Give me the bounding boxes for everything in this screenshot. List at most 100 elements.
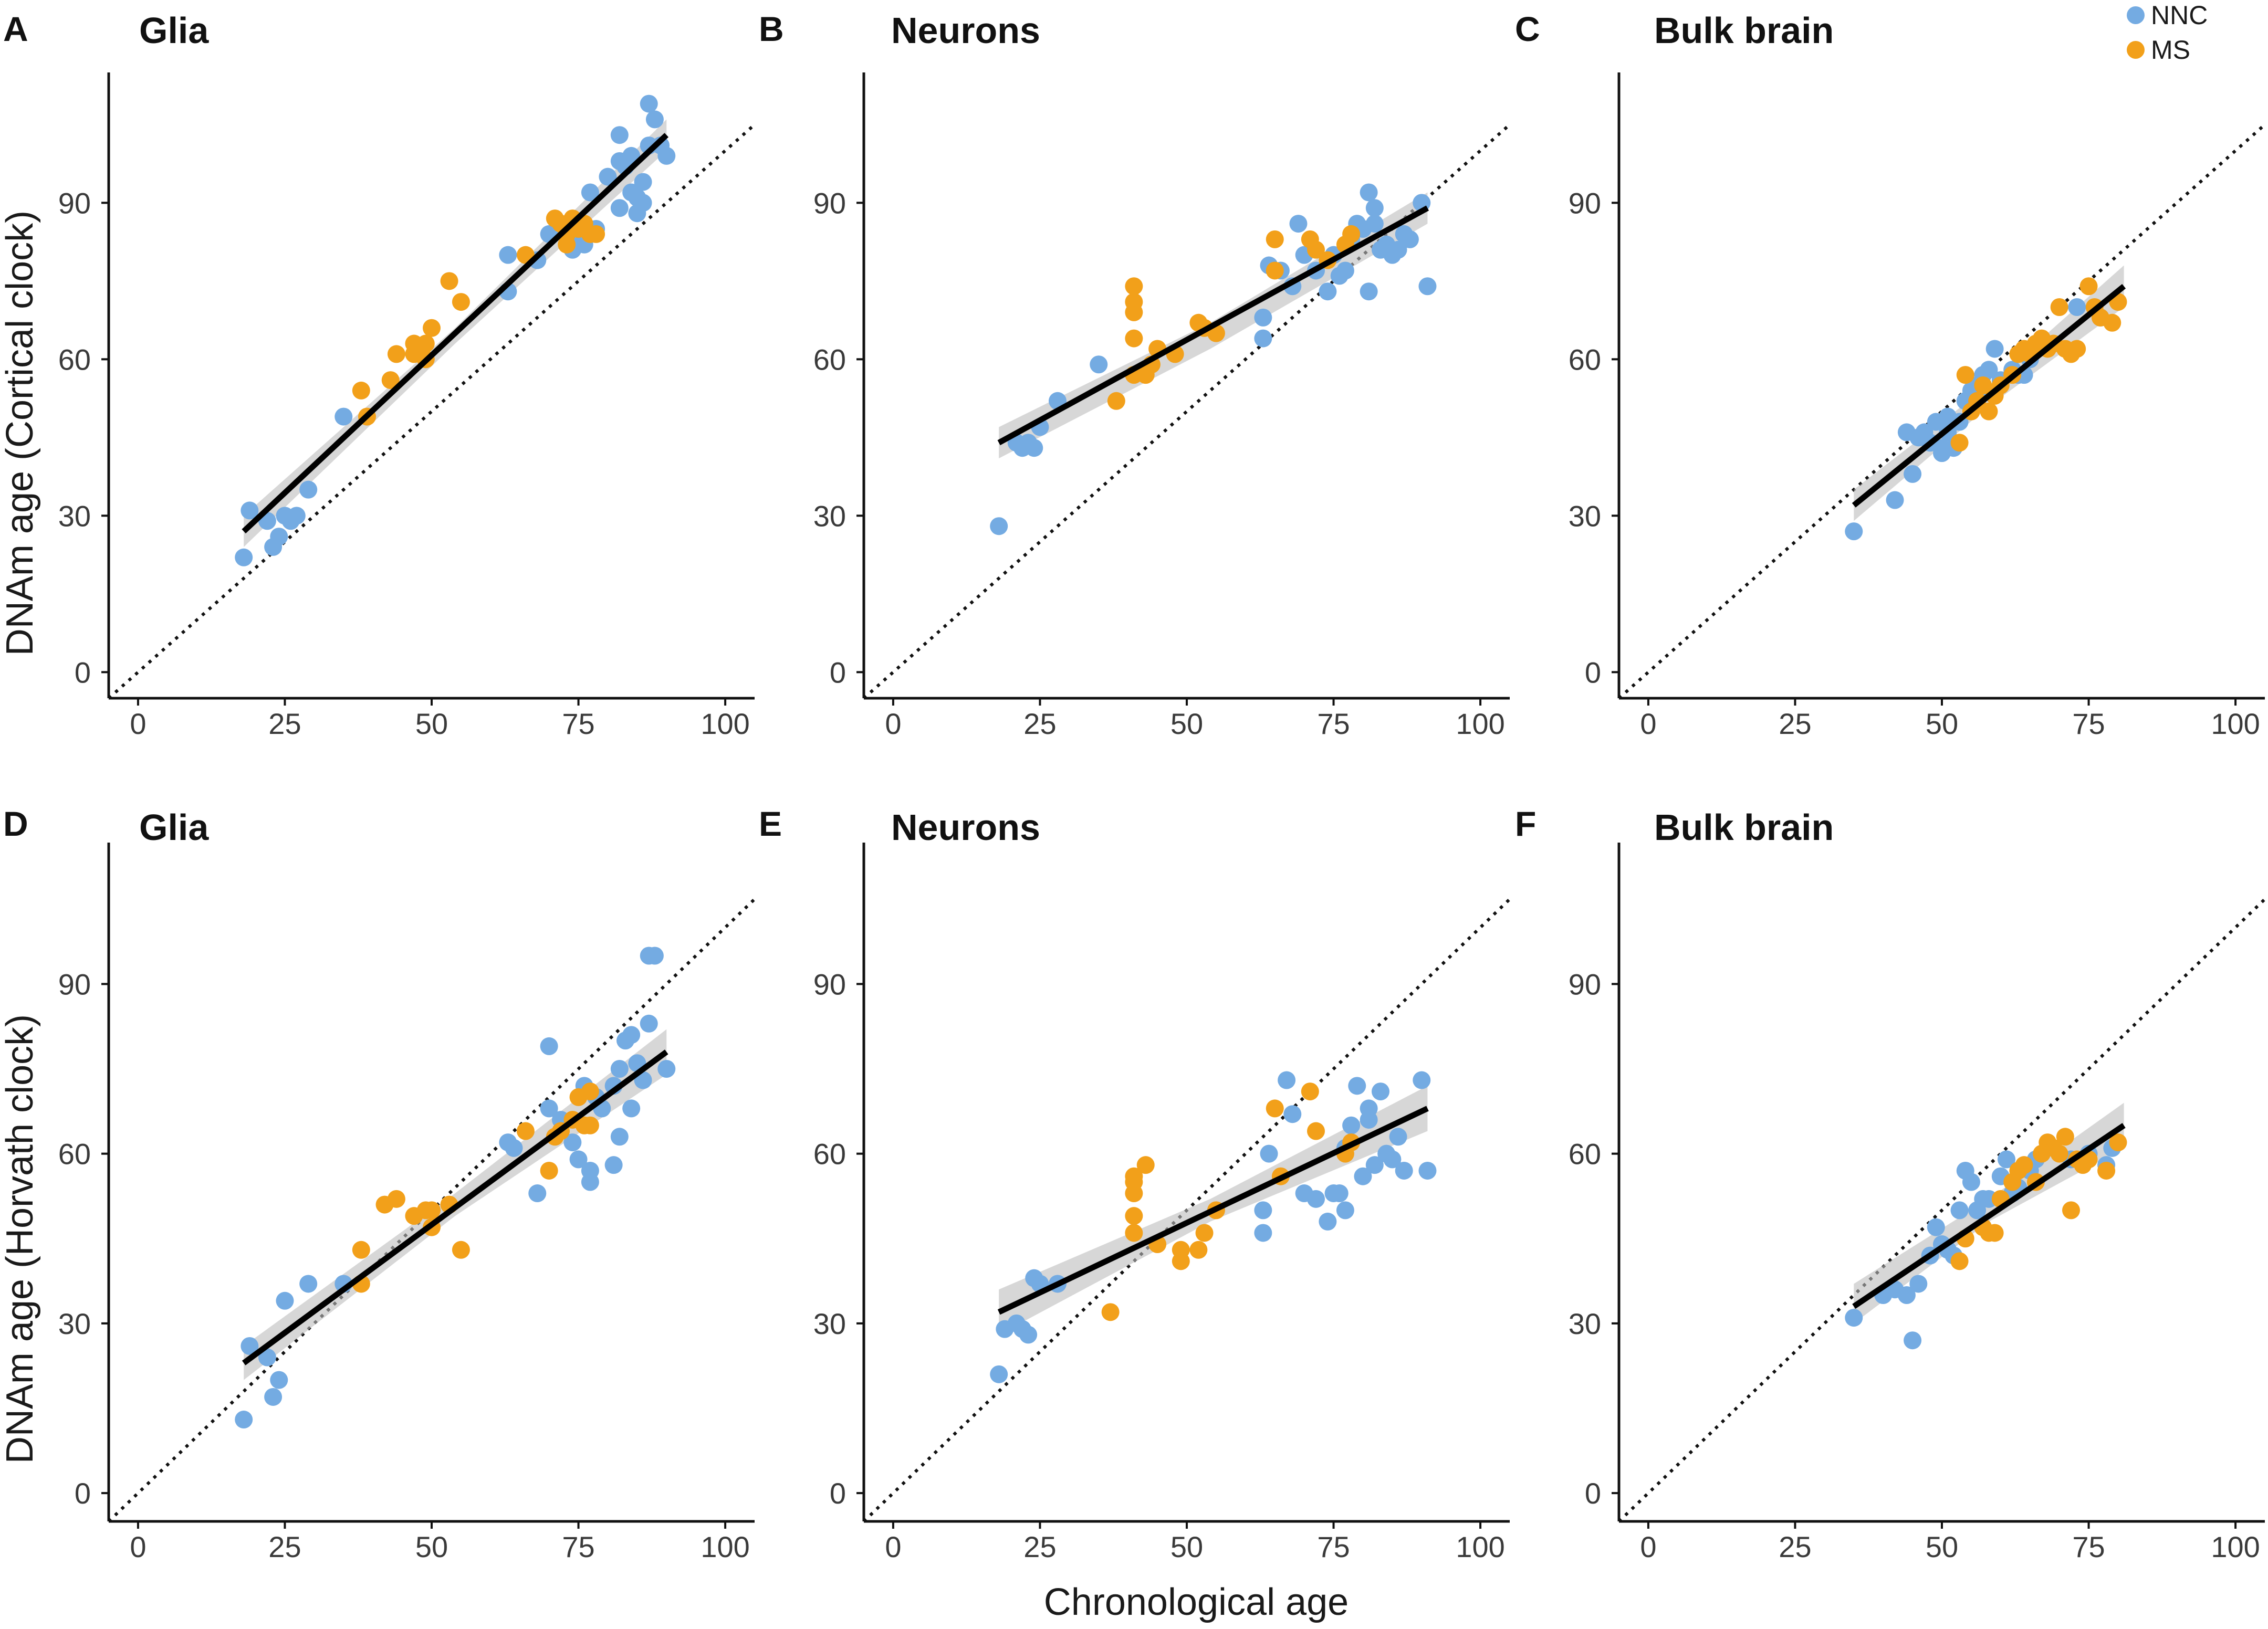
data-point-nnc xyxy=(276,1291,294,1310)
data-point-nnc xyxy=(1985,340,2004,358)
data-point-nnc xyxy=(287,507,306,525)
data-point-nnc xyxy=(604,1156,623,1174)
data-point-nnc xyxy=(1886,491,1904,509)
panel-f-letter: F xyxy=(1515,804,1536,843)
panel-b-identity-line xyxy=(863,123,1511,700)
y-tick-label: 60 xyxy=(813,343,846,376)
x-tick-label: 50 xyxy=(1170,707,1203,740)
x-tick-label: 75 xyxy=(1317,1530,1350,1563)
data-point-nnc xyxy=(1962,1173,1980,1191)
data-point-ms xyxy=(352,1241,370,1259)
data-point-nnc xyxy=(1278,1071,1296,1089)
x-tick-label: 0 xyxy=(885,1530,901,1563)
data-point-nnc xyxy=(235,548,253,566)
data-point-ms xyxy=(1985,1224,2004,1242)
data-point-nnc xyxy=(1372,1083,1389,1101)
data-point-nnc xyxy=(264,1388,283,1406)
data-point-ms xyxy=(1980,402,1998,421)
y-tick-label: 60 xyxy=(58,1138,91,1171)
legend-ms-label: MS xyxy=(2151,35,2190,65)
data-point-nnc xyxy=(1904,1331,1922,1350)
data-point-nnc xyxy=(1254,308,1272,327)
data-point-ms xyxy=(1950,434,1969,452)
data-point-nnc xyxy=(1950,1201,1969,1220)
panel-d-series-nnc xyxy=(235,947,676,1429)
data-point-ms xyxy=(452,1241,470,1259)
panel-e-series-nnc xyxy=(990,1071,1437,1383)
data-point-ms xyxy=(581,1116,599,1134)
panel-a-letter: A xyxy=(3,9,28,48)
data-point-nnc xyxy=(1254,1201,1272,1220)
data-point-ms xyxy=(2109,1133,2127,1152)
data-point-nnc xyxy=(258,1348,276,1367)
x-tick-label: 75 xyxy=(2072,707,2105,740)
data-point-nnc xyxy=(657,146,676,165)
legend-nnc-label: NNC xyxy=(2151,1,2208,30)
data-point-ms xyxy=(381,371,400,390)
y-tick-label: 90 xyxy=(1569,968,1601,1001)
data-point-ms xyxy=(423,1201,441,1220)
data-point-nnc xyxy=(563,1133,582,1152)
data-point-nnc xyxy=(1354,1167,1372,1185)
data-point-ms xyxy=(516,1122,535,1140)
data-point-ms xyxy=(1195,1224,1214,1242)
x-tick-label: 0 xyxy=(1640,1530,1656,1563)
data-point-nnc xyxy=(505,1139,523,1157)
panel-f: F Bulk brain 0 25 50 75 100 0 30 60 90 xyxy=(1515,804,2266,1563)
y-tick-label: 60 xyxy=(813,1138,846,1171)
data-point-ms xyxy=(1125,1184,1143,1203)
data-point-nnc xyxy=(1360,1110,1378,1129)
data-point-ms xyxy=(387,345,405,363)
data-point-nnc xyxy=(1283,1105,1302,1123)
x-tick-label: 25 xyxy=(268,1530,301,1563)
data-point-nnc xyxy=(569,1150,588,1169)
panel-e-series-ms xyxy=(1101,1083,1361,1321)
data-point-nnc xyxy=(540,1099,558,1118)
y-tick-label: 0 xyxy=(75,656,91,689)
data-point-ms xyxy=(1266,1099,1284,1118)
panel-b: B Neurons 0 25 50 75 100 0 30 60 90 xyxy=(759,9,1511,740)
y-tick-label: 30 xyxy=(813,1307,846,1340)
panel-f-series-ms xyxy=(1950,1128,2127,1270)
y-tick-label: 60 xyxy=(58,343,91,376)
data-point-nnc xyxy=(1400,230,1419,248)
data-point-nnc xyxy=(640,94,658,113)
data-point-ms xyxy=(1125,277,1143,296)
data-point-ms xyxy=(1125,329,1143,348)
data-point-nnc xyxy=(1927,1218,1945,1236)
data-point-ms xyxy=(1125,1224,1143,1242)
panel-f-title: Bulk brain xyxy=(1654,807,1834,848)
x-tick-label: 100 xyxy=(1456,707,1504,740)
x-tick-label: 50 xyxy=(415,707,448,740)
data-point-nnc xyxy=(1336,1201,1354,1220)
panel-a-identity-line xyxy=(108,123,756,700)
y-tick-label: 0 xyxy=(75,1477,91,1510)
x-tick-label: 25 xyxy=(1023,1530,1056,1563)
x-tick-label: 50 xyxy=(1926,707,1958,740)
data-point-ms xyxy=(1307,1122,1325,1140)
data-point-nnc xyxy=(2068,298,2086,316)
data-point-nnc xyxy=(1418,1161,1437,1180)
data-point-nnc xyxy=(1360,282,1378,301)
x-tick-label: 0 xyxy=(1640,707,1656,740)
data-point-nnc xyxy=(1365,215,1384,233)
y-tick-label: 0 xyxy=(830,656,846,689)
x-tick-label: 100 xyxy=(2211,707,2260,740)
data-point-nnc xyxy=(1330,1184,1349,1203)
data-point-nnc xyxy=(1319,1212,1337,1231)
y-axis-label-top: DNAm age (Cortical clock) xyxy=(0,211,41,656)
panel-c-identity-line xyxy=(1618,123,2266,700)
data-point-nnc xyxy=(581,183,599,202)
x-tick-label: 100 xyxy=(701,707,749,740)
x-tick-label: 100 xyxy=(1456,1530,1504,1563)
panel-a: A Glia 0 25 50 75 100 0 30 60 90 xyxy=(3,9,756,740)
data-point-ms xyxy=(2050,1144,2068,1163)
panel-f-identity-line xyxy=(1617,898,2266,1523)
data-point-nnc xyxy=(610,1128,629,1146)
data-point-nnc xyxy=(581,1173,599,1191)
data-point-ms xyxy=(1107,392,1125,410)
y-axis-label-bottom: DNAm age (Horvath clock) xyxy=(0,1014,41,1464)
data-point-nnc xyxy=(241,501,259,520)
data-point-ms xyxy=(2079,277,2098,296)
